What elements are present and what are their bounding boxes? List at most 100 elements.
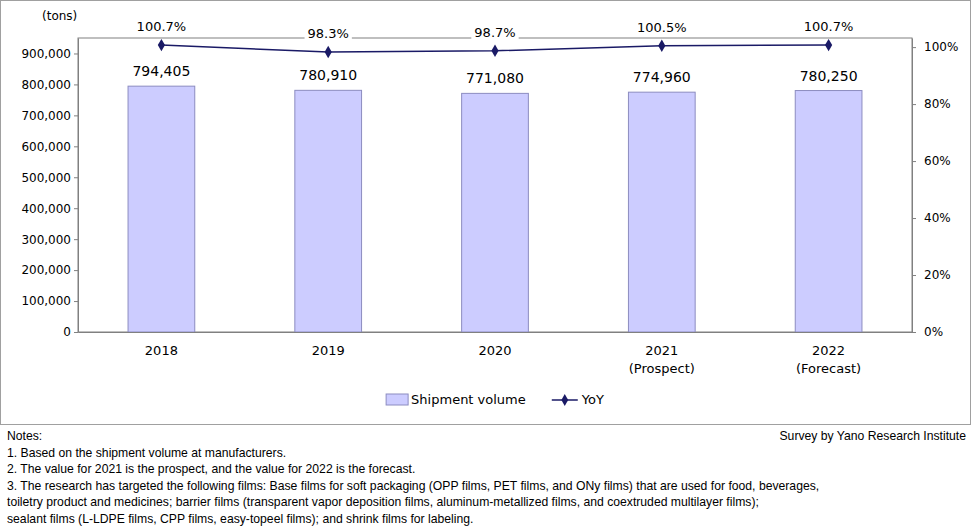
y-tick: 300,000 bbox=[21, 232, 78, 246]
y-tick-label: 200,000 bbox=[21, 263, 71, 277]
note: Notes: bbox=[7, 429, 42, 443]
legend-label: YoY bbox=[581, 392, 604, 407]
y-tick-label: 400,000 bbox=[21, 202, 71, 216]
bar bbox=[295, 90, 362, 332]
y2-tick-label: 20% bbox=[924, 268, 951, 282]
line-label-group: 98.7% bbox=[471, 24, 518, 41]
line-label: 100.7% bbox=[137, 19, 187, 34]
y2-tick: 100% bbox=[912, 40, 958, 54]
y-tick-label: 500,000 bbox=[21, 171, 71, 185]
x-tick-label: 2020 bbox=[478, 343, 511, 358]
line-marker bbox=[491, 45, 498, 57]
x-axis-line bbox=[79, 332, 913, 333]
y-axis-line bbox=[78, 39, 79, 333]
y-tick-label: 0 bbox=[63, 325, 71, 339]
bar-label: 794,405 bbox=[132, 63, 190, 79]
label-background bbox=[305, 25, 352, 42]
data-labels: 794,405780,910771,080774,960780,250100.7… bbox=[132, 18, 857, 86]
y-tick-label: 900,000 bbox=[21, 47, 71, 61]
note: 2. The value for 2021 is the prospect, a… bbox=[7, 462, 415, 476]
note: sealant films (L-LDPE films, CPP films, … bbox=[7, 512, 473, 526]
y2-tick: 40% bbox=[912, 211, 951, 225]
y-tick: 700,000 bbox=[21, 109, 78, 123]
legend-item: Shipment volume bbox=[386, 392, 526, 407]
y-tick-mark bbox=[74, 239, 78, 240]
y-tick-mark bbox=[74, 53, 78, 54]
bar-label: 774,960 bbox=[633, 69, 691, 85]
label-background bbox=[634, 19, 690, 36]
line-label: 100.7% bbox=[804, 19, 854, 34]
y2-tick-mark bbox=[912, 275, 916, 276]
label-background bbox=[471, 24, 518, 41]
y-tick-label: 700,000 bbox=[21, 109, 71, 123]
note: 1. Based on the shipment volume at manuf… bbox=[7, 446, 286, 460]
x-tick-label: 2021(Prospect) bbox=[629, 343, 695, 376]
note: toiletry product and medicines; barrier … bbox=[7, 495, 759, 509]
y-tick-label: 100,000 bbox=[21, 294, 71, 308]
x-tick-label: 2018 bbox=[145, 343, 178, 358]
y-tick: 100,000 bbox=[21, 294, 78, 308]
x-tick: 2018 bbox=[145, 332, 178, 358]
x-axis: 2018 2019 2020 2021(Prospect) 2022(Forecast) bbox=[79, 332, 913, 376]
y2-axis: 0% 20% 40% 60% 80% 100% bbox=[912, 39, 958, 340]
y2-tick-mark bbox=[912, 47, 916, 48]
label-background bbox=[801, 18, 857, 35]
chart-border bbox=[1, 1, 971, 425]
y2-tick-mark bbox=[912, 218, 916, 219]
y-tick-mark bbox=[74, 301, 78, 302]
bar bbox=[628, 92, 695, 332]
y-axis-title: (tons) bbox=[42, 9, 77, 23]
y-tick-mark bbox=[74, 115, 78, 116]
bar bbox=[128, 86, 195, 332]
legend-swatch bbox=[386, 394, 408, 405]
note: 3. The research has targeted the followi… bbox=[7, 479, 819, 493]
legend-marker bbox=[561, 394, 568, 406]
y-tick-mark bbox=[74, 146, 78, 147]
x-tick: 2019 bbox=[312, 332, 345, 358]
line-label: 100.5% bbox=[637, 20, 687, 35]
y2-tick-mark bbox=[912, 332, 916, 333]
y-tick: 800,000 bbox=[21, 78, 78, 92]
plot-frame bbox=[78, 38, 912, 332]
x-tick: 2021(Prospect) bbox=[629, 332, 695, 376]
legend-item: YoY bbox=[552, 392, 604, 407]
y2-tick-label: 60% bbox=[924, 154, 951, 168]
y-tick-mark bbox=[74, 332, 78, 333]
y-tick-mark bbox=[74, 177, 78, 178]
line-marker bbox=[658, 39, 665, 51]
x-tick-label: 2022(Forecast) bbox=[796, 343, 861, 376]
bar-label: 780,910 bbox=[299, 67, 357, 83]
y2-tick-label: 40% bbox=[924, 211, 951, 225]
y-tick: 400,000 bbox=[21, 202, 78, 216]
y-tick-label: 300,000 bbox=[21, 232, 71, 246]
y-tick: 600,000 bbox=[21, 140, 78, 154]
y-tick-mark bbox=[74, 270, 78, 271]
y2-axis-line bbox=[912, 39, 913, 333]
y2-tick: 0% bbox=[912, 325, 943, 339]
bar-label: 771,080 bbox=[466, 70, 524, 86]
y2-tick-label: 80% bbox=[924, 97, 951, 111]
y2-tick-mark bbox=[912, 104, 916, 105]
plot-area bbox=[128, 39, 862, 332]
y-tick-label: 800,000 bbox=[21, 78, 71, 92]
bar bbox=[462, 93, 529, 332]
line-label-group: 98.3% bbox=[305, 25, 352, 42]
y-tick: 500,000 bbox=[21, 171, 78, 185]
x-tick-label: 2019 bbox=[312, 343, 345, 358]
y-tick-label: 600,000 bbox=[21, 140, 71, 154]
line-label: 98.3% bbox=[308, 26, 349, 41]
y-tick: 200,000 bbox=[21, 263, 78, 277]
line-label-group: 100.7% bbox=[801, 18, 857, 35]
y2-tick: 80% bbox=[912, 97, 951, 111]
chart: 0 100,000 200,000 300,000 400,000 500,000 600,… bbox=[0, 0, 972, 529]
y2-tick-mark bbox=[912, 161, 916, 162]
y-tick: 0 bbox=[63, 325, 78, 339]
line-marker bbox=[825, 39, 832, 51]
line-marker bbox=[325, 46, 332, 58]
line-label-group: 100.7% bbox=[134, 18, 190, 35]
x-tick: 2022(Forecast) bbox=[796, 332, 861, 376]
legend: Shipment volume YoY bbox=[386, 392, 604, 407]
line-label-group: 100.5% bbox=[634, 19, 690, 36]
bar bbox=[795, 91, 862, 332]
y2-tick-label: 0% bbox=[924, 325, 943, 339]
